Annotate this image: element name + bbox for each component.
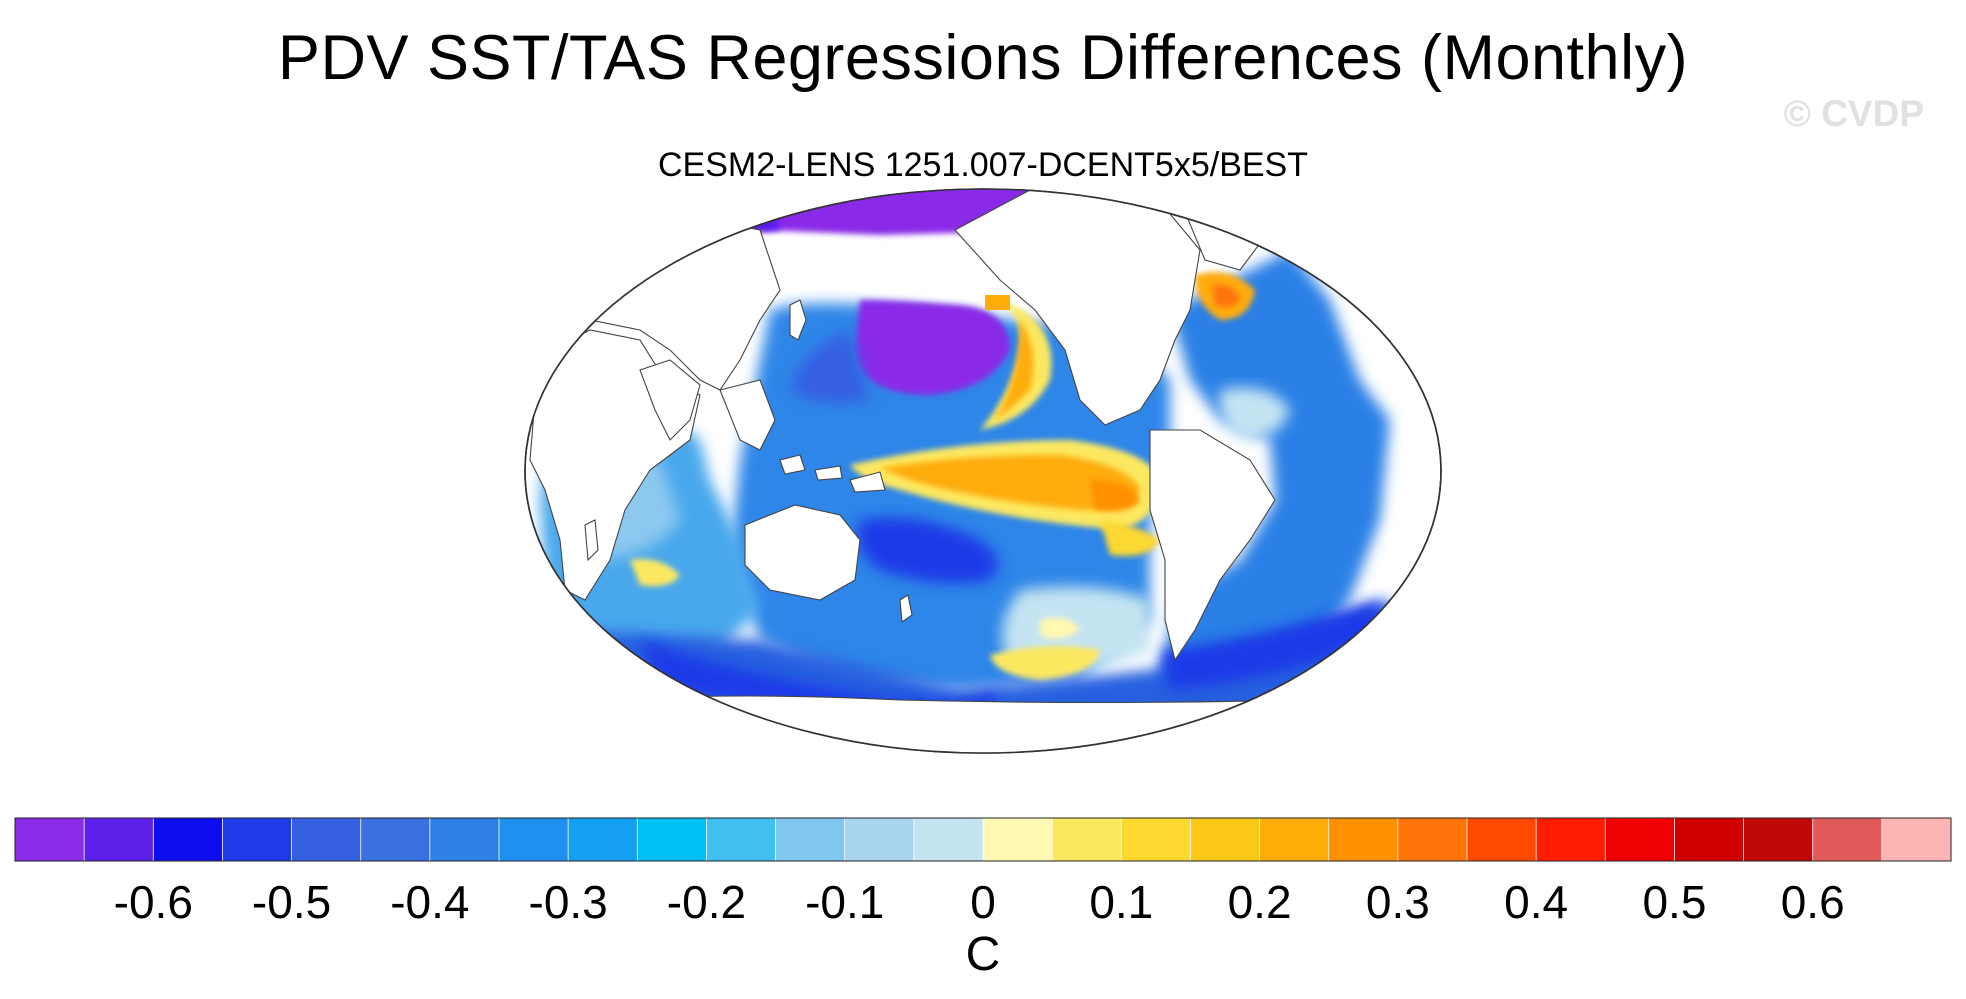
cvdp-watermark: © CVDP (1783, 93, 1924, 134)
new-zealand-land (899, 594, 913, 623)
indonesia-island-1 (779, 454, 806, 475)
japan-land (789, 299, 807, 341)
colorbar-tick-label: -0.3 (529, 876, 608, 928)
colorbar-box (1259, 818, 1330, 861)
australia-land (744, 504, 861, 601)
colorbar-tick-label: -0.4 (390, 876, 469, 928)
indonesia-island-2 (814, 465, 843, 481)
colorbar-tick-label: 0.6 (1781, 876, 1845, 928)
colorbar-box (15, 818, 85, 861)
colorbar-tick-label: 0.2 (1228, 876, 1292, 928)
colorbar-box (913, 818, 984, 861)
colorbar-tick-label: 0.1 (1089, 876, 1153, 928)
sst-field (525, 189, 1441, 753)
colorbar-box (1605, 818, 1675, 861)
colorbar-box (1536, 818, 1606, 861)
colorbar-tick-label: -0.6 (114, 876, 193, 928)
colorbar-ticks: -0.6 -0.5 -0.4 -0.3 -0.2 -0.1 0 0.1 0.2 0.3 0.4 0.5… (114, 876, 1845, 928)
colorbar-box (1812, 818, 1883, 861)
chart-subtitle: CESM2-LENS 1251.007-DCENT5x5/BEST (657, 146, 1309, 184)
colorbar-box (1328, 818, 1399, 861)
colorbar-frame (14, 817, 1952, 862)
colorbar-box (499, 818, 569, 861)
colorbar-tick-label: -0.2 (667, 876, 746, 928)
colorbar-box (637, 818, 707, 861)
india-land (639, 359, 701, 441)
colorbar-box (706, 818, 777, 861)
colorbar-box (775, 818, 846, 861)
colorbar-box (360, 818, 431, 861)
colorbar-tick-label: 0.3 (1366, 876, 1430, 928)
colorbar-tick-label: 0.5 (1642, 876, 1706, 928)
colorbar-boxes (14, 817, 1952, 862)
south-america-land (1149, 429, 1276, 662)
chart-title: PDV SST/TAS Regressions Differences (Mon… (277, 23, 1689, 93)
se-asia-land (719, 379, 776, 451)
new-guinea-land (849, 471, 886, 493)
colorbar-box (1397, 818, 1468, 861)
colorbar-box (153, 818, 223, 861)
colorbar-box (291, 818, 362, 861)
colorbar-box (1467, 818, 1537, 861)
colorbar-box (844, 818, 915, 861)
colorbar-tick-label: -0.5 (252, 876, 331, 928)
colorbar-box (1052, 818, 1122, 861)
madagascar-land (584, 519, 599, 562)
colorbar-box (84, 818, 154, 861)
colorbar-box (1121, 818, 1191, 861)
colorbar-box (1743, 818, 1814, 861)
colorbar-box (983, 818, 1053, 861)
colorbar-box (568, 818, 638, 861)
colorbar-box (222, 818, 293, 861)
colorbar-units-label: C (966, 928, 1001, 981)
colorbar-box (429, 818, 500, 861)
colorbar-box (1674, 818, 1745, 861)
colorbar-box (1881, 818, 1952, 861)
colorbar-tick-label: 0.4 (1504, 876, 1568, 928)
colorbar-tick-label: 0 (970, 876, 996, 928)
colorbar-box (1190, 818, 1261, 861)
colorbar-tick-label: -0.1 (805, 876, 884, 928)
globe-border (524, 188, 1442, 754)
